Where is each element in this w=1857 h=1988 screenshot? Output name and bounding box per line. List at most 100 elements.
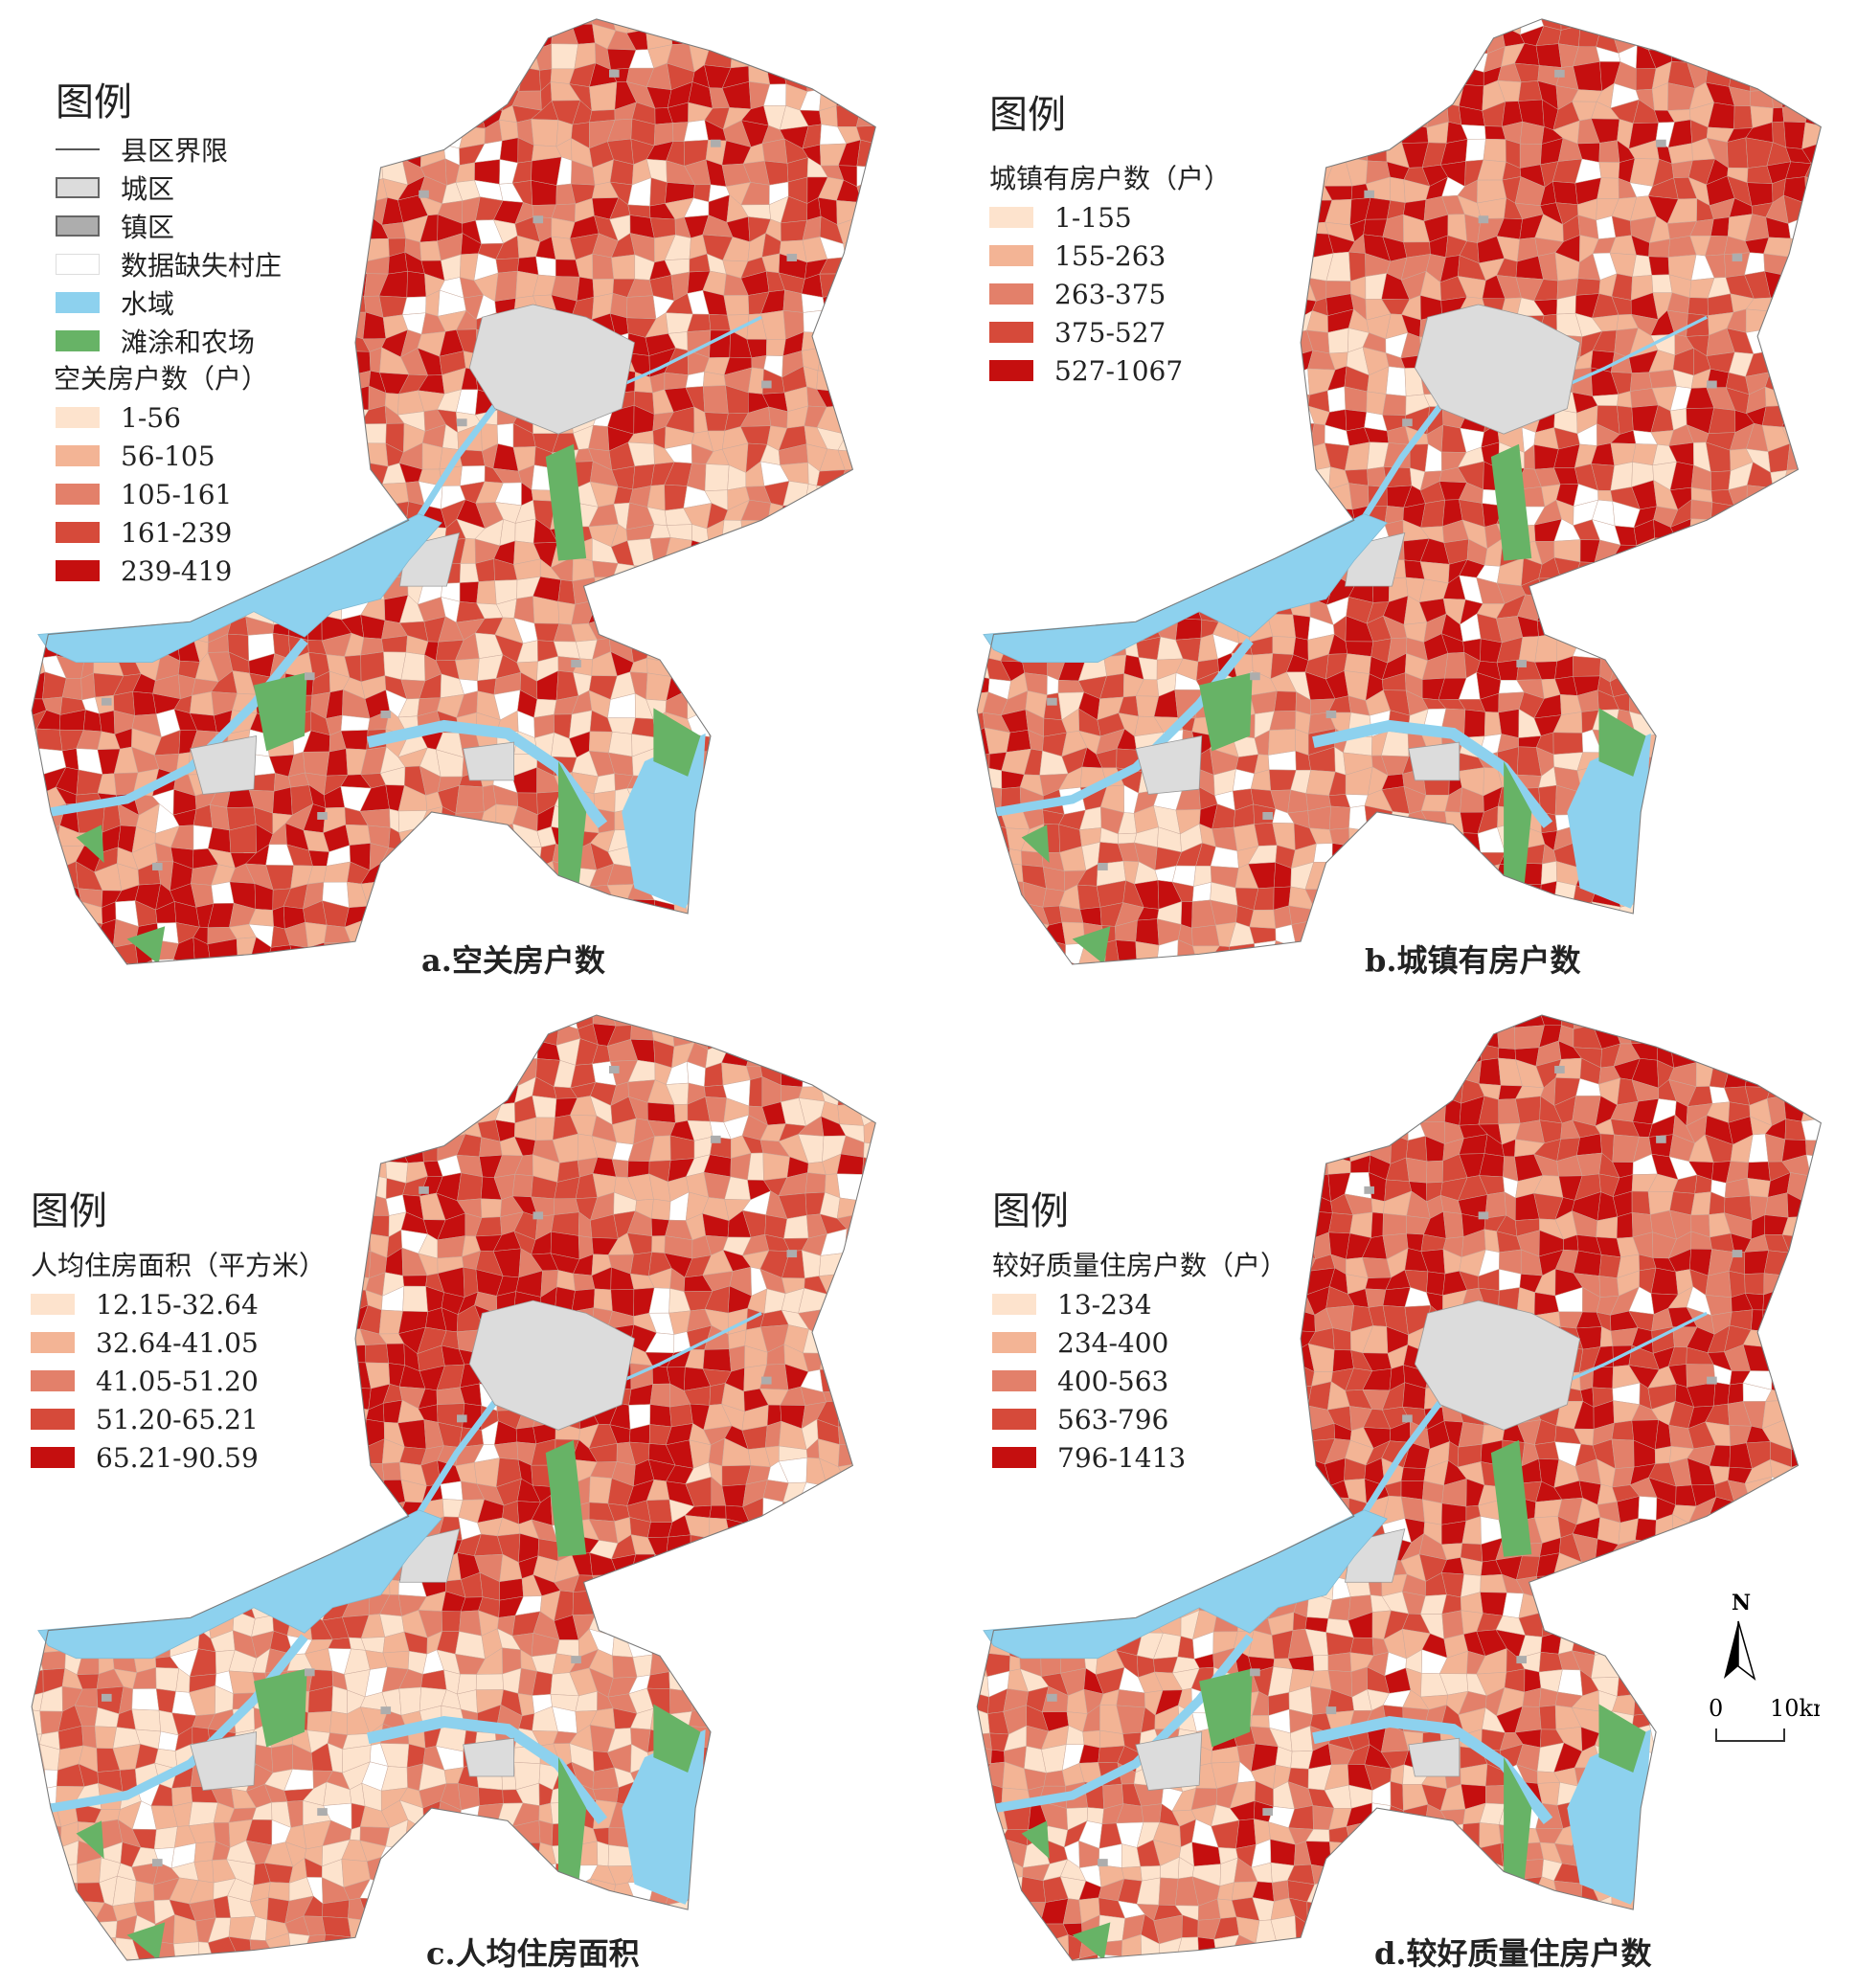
village-cell xyxy=(349,463,372,486)
village-cell xyxy=(1115,70,1137,92)
village-cell xyxy=(798,730,828,755)
village-cell xyxy=(981,34,1011,52)
village-cell xyxy=(1120,967,1142,983)
village-cell xyxy=(800,886,823,910)
village-cell xyxy=(209,804,230,831)
village-cell xyxy=(381,18,406,32)
village-cell xyxy=(464,28,486,53)
village-cell xyxy=(1843,615,1857,639)
village-cell xyxy=(550,904,575,928)
village-cell xyxy=(782,958,799,965)
village-cell xyxy=(1783,559,1809,586)
village-cell xyxy=(1766,537,1791,567)
village-cell xyxy=(322,521,352,544)
village-cell xyxy=(650,617,673,643)
village-cell xyxy=(1277,499,1293,525)
village-cell xyxy=(1229,260,1257,280)
village-cell xyxy=(1387,823,1405,846)
village-cell xyxy=(36,861,66,886)
village-cell xyxy=(1252,544,1276,563)
village-cell xyxy=(283,220,311,245)
village-cell xyxy=(321,260,351,282)
village-cell xyxy=(1438,862,1463,886)
village-cell xyxy=(873,772,876,792)
village-cell xyxy=(1692,788,1713,814)
village-cell xyxy=(1691,651,1708,683)
village-cell xyxy=(346,506,371,528)
village-cell xyxy=(455,785,485,814)
village-cell xyxy=(838,504,865,530)
village-cell xyxy=(897,520,920,542)
village-cell xyxy=(272,906,285,930)
village-cell xyxy=(686,656,708,679)
village-cell xyxy=(345,824,372,846)
village-cell xyxy=(1669,824,1691,847)
village-cell xyxy=(1804,270,1822,299)
village-cell xyxy=(839,486,859,511)
village-cell xyxy=(306,18,331,26)
town-area xyxy=(761,380,772,389)
village-cell xyxy=(1230,100,1257,124)
village-cell xyxy=(1742,26,1772,48)
village-cell xyxy=(1572,595,1599,615)
village-cell xyxy=(981,44,1007,72)
village-cell xyxy=(706,847,733,870)
village-cell xyxy=(322,447,352,470)
village-cell xyxy=(1578,614,1599,644)
village-cell xyxy=(803,309,826,333)
village-cell xyxy=(245,18,271,33)
village-cell xyxy=(1477,904,1506,929)
village-cell xyxy=(455,658,480,682)
village-cell xyxy=(369,958,390,965)
village-cell xyxy=(723,656,753,678)
village-cell xyxy=(880,503,900,520)
village-cell xyxy=(977,296,988,318)
village-cell xyxy=(1838,788,1857,811)
village-cell xyxy=(1841,255,1857,278)
village-cell xyxy=(798,711,824,737)
village-cell xyxy=(1419,842,1444,869)
village-cell xyxy=(873,788,876,812)
village-cell xyxy=(767,861,788,890)
village-cell xyxy=(58,45,77,70)
village-cell xyxy=(344,200,371,216)
village-cell xyxy=(1307,31,1329,50)
village-cell xyxy=(1712,904,1729,930)
village-cell xyxy=(57,939,86,963)
village-cell xyxy=(1841,277,1857,295)
village-cell xyxy=(1401,109,1430,128)
village-cell xyxy=(1842,349,1857,376)
village-cell xyxy=(743,788,769,806)
village-cell xyxy=(134,51,161,72)
village-cell xyxy=(1800,426,1822,445)
village-cell xyxy=(235,982,257,1005)
village-cell xyxy=(1595,918,1615,949)
village-cell xyxy=(822,730,840,757)
village-cell xyxy=(328,311,351,333)
village-cell xyxy=(983,482,1008,508)
village-cell xyxy=(1823,618,1849,639)
village-cell xyxy=(725,847,744,869)
village-cell xyxy=(1783,673,1810,700)
village-cell xyxy=(1770,296,1793,319)
village-cell xyxy=(804,44,824,69)
village-cell xyxy=(1115,410,1141,425)
village-cell xyxy=(724,558,752,582)
village-cell xyxy=(1823,162,1842,183)
village-cell xyxy=(1077,65,1103,91)
village-cell xyxy=(321,276,349,293)
village-cell xyxy=(350,83,370,104)
village-cell xyxy=(112,48,142,73)
village-cell xyxy=(1843,868,1857,890)
village-cell xyxy=(1846,540,1857,567)
village-cell xyxy=(1726,717,1755,740)
village-cell xyxy=(817,582,844,603)
village-cell xyxy=(895,234,918,263)
village-cell xyxy=(32,410,40,428)
village-cell xyxy=(728,750,748,778)
village-cell xyxy=(760,960,786,965)
village-cell xyxy=(977,579,992,599)
village-cell xyxy=(914,179,935,201)
village-cell xyxy=(1057,48,1087,74)
village-cell xyxy=(1845,846,1857,870)
